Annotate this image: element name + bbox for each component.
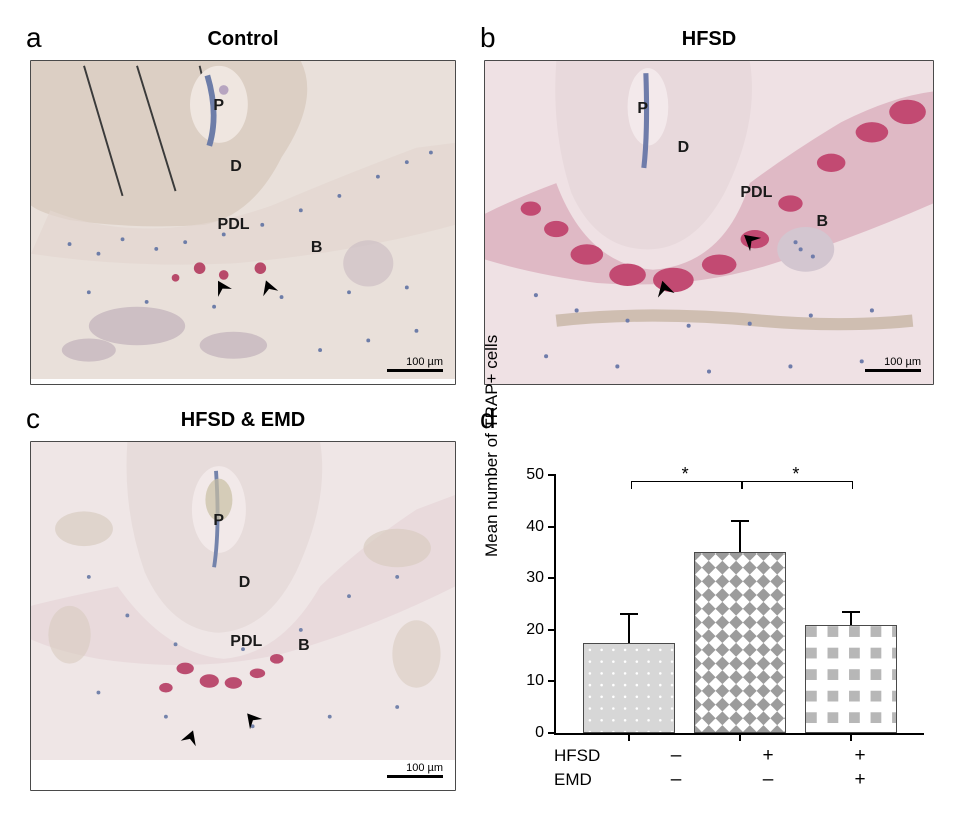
- condition-table: HFSD–++EMD––+: [554, 743, 924, 791]
- condition-value: –: [630, 769, 722, 791]
- errorbar: [628, 614, 630, 642]
- panel-d-label: d: [480, 403, 496, 435]
- ytick-label: 30: [526, 569, 544, 587]
- errorbar-cap: [842, 611, 860, 613]
- panel-c-title: HFSD & EMD: [30, 409, 456, 435]
- condition-value: +: [814, 745, 906, 767]
- condition-row-emd: EMD––+: [554, 769, 924, 791]
- arrow-icon: [256, 274, 280, 298]
- condition-label: EMD: [554, 770, 612, 790]
- condition-value: –: [630, 745, 722, 767]
- panel-b: b HFSD: [484, 28, 934, 385]
- condition-values: –++: [612, 745, 924, 767]
- anno-B: B: [311, 239, 323, 257]
- panel-d-title: [484, 409, 934, 435]
- histology-svg-b: [485, 61, 933, 385]
- chart-area: 01020304050**: [554, 475, 924, 735]
- scalebar-label: 100 µm: [406, 762, 443, 774]
- scalebar: 100 µm: [387, 356, 443, 372]
- xtick: [850, 733, 852, 741]
- bar-slot-control: [583, 643, 675, 733]
- scalebar-label: 100 µm: [406, 356, 443, 368]
- ytick-label: 0: [535, 724, 544, 742]
- panel-b-title: HFSD: [484, 28, 934, 54]
- significance-star: *: [682, 464, 689, 485]
- panel-c: c HFSD & EMD: [30, 409, 456, 791]
- micrograph-control: P D PDL B 100 µm: [30, 60, 456, 385]
- significance-star: *: [792, 464, 799, 485]
- anno-D: D: [239, 574, 251, 592]
- ytick: [548, 732, 556, 734]
- xtick: [739, 733, 741, 741]
- ytick-label: 50: [526, 466, 544, 484]
- anno-PDL: PDL: [740, 184, 772, 202]
- ytick: [548, 474, 556, 476]
- ytick-label: 10: [526, 672, 544, 690]
- anno-P: P: [213, 97, 224, 115]
- anno-P: P: [637, 100, 648, 118]
- arrow-icon: [239, 706, 263, 730]
- ytick: [548, 526, 556, 528]
- condition-value: +: [814, 769, 906, 791]
- scalebar-label: 100 µm: [884, 356, 921, 368]
- errorbar: [850, 612, 852, 625]
- anno-D: D: [678, 139, 690, 157]
- xtick: [628, 733, 630, 741]
- arrow-icon: [651, 274, 677, 300]
- anno-D: D: [230, 158, 242, 176]
- anno-PDL: PDL: [230, 633, 262, 651]
- ytick: [548, 577, 556, 579]
- chart-ylabel: Mean number of TRAP+ cells: [482, 335, 502, 557]
- bar-slot-hfsd_emd: [805, 625, 897, 733]
- micrograph-hfsd: P D PDL B 100 µm: [484, 60, 934, 385]
- errorbar-cap: [731, 520, 749, 522]
- ytick: [548, 680, 556, 682]
- anno-PDL: PDL: [218, 216, 250, 234]
- bar-hfsd_emd: [805, 625, 897, 733]
- ytick: [548, 629, 556, 631]
- arrow-icon: [209, 274, 233, 298]
- bar-hfsd: [694, 552, 786, 733]
- condition-value: –: [722, 769, 814, 791]
- anno-B: B: [817, 213, 829, 231]
- bar-slot-hfsd: [694, 552, 786, 733]
- errorbar: [739, 521, 741, 552]
- ytick-label: 20: [526, 621, 544, 639]
- condition-label: HFSD: [554, 746, 612, 766]
- scalebar-line: [387, 369, 443, 372]
- anno-B: B: [298, 637, 310, 655]
- panel-a-title: Control: [30, 28, 456, 54]
- figure-grid: a Control: [0, 0, 964, 823]
- ytick-label: 40: [526, 518, 544, 536]
- micrograph-hfsd-emd: P D PDL B 100 µm: [30, 441, 456, 791]
- bar-control: [583, 643, 675, 733]
- condition-values: ––+: [612, 769, 924, 791]
- arrow-icon: [736, 226, 762, 252]
- scalebar: 100 µm: [865, 356, 921, 372]
- scalebar-line: [387, 775, 443, 778]
- anno-P: P: [213, 512, 224, 530]
- arrow-icon: [179, 724, 203, 748]
- panel-b-label: b: [480, 22, 496, 54]
- bars-container: [556, 475, 924, 733]
- scalebar-line: [865, 369, 921, 372]
- scalebar: 100 µm: [387, 762, 443, 778]
- condition-value: +: [722, 745, 814, 767]
- panel-c-label: c: [26, 403, 40, 435]
- condition-row-hfsd: HFSD–++: [554, 745, 924, 767]
- panel-d: d Mean number of TRAP+ cells 01020304050…: [484, 409, 934, 791]
- panel-a: a Control: [30, 28, 456, 385]
- panel-a-label: a: [26, 22, 42, 54]
- errorbar-cap: [620, 613, 638, 615]
